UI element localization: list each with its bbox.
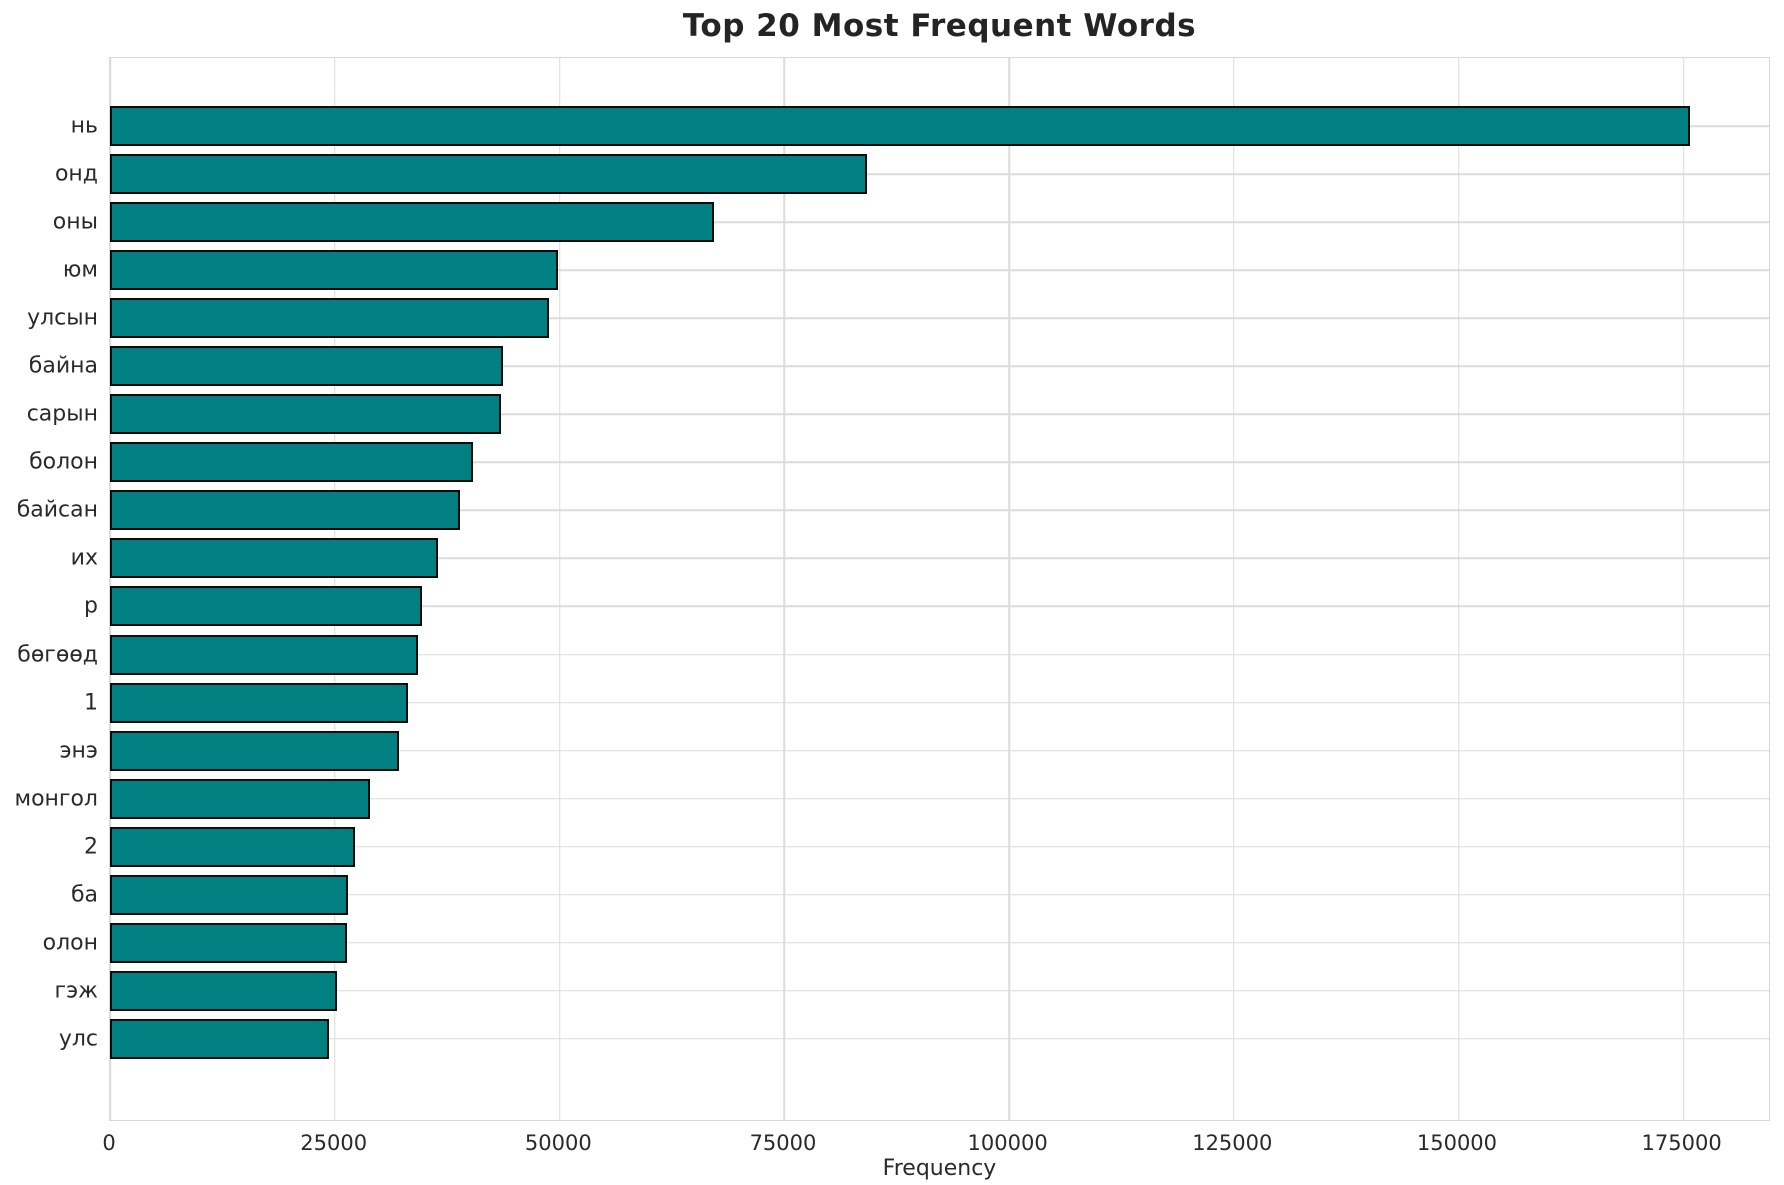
horizontal-gridline [110,413,1769,416]
vertical-gridline [1233,58,1235,1120]
bar-row: юм [63,246,1769,294]
bar [110,778,370,819]
bar-row: байсан [17,486,1769,534]
bar-row: их [71,534,1769,582]
y-tick-label: энэ [59,738,98,764]
bar-row: 2 [84,823,1769,871]
bar [110,874,349,915]
y-tick-label: ба [70,882,98,908]
bar-row: сарын [27,390,1769,438]
bar [110,826,355,867]
y-tick-label: их [70,545,98,571]
bar-row: улсын [27,294,1769,342]
horizontal-gridline [110,990,1769,992]
x-tick-label: 125000 [1192,1131,1273,1155]
x-tick-label: 175000 [1641,1131,1722,1155]
x-tick-label: 100000 [967,1131,1048,1155]
bar [110,346,503,387]
y-tick-label: улсын [27,305,98,331]
bar-row: монгол [14,775,1769,823]
bar [110,730,399,771]
bar [110,586,423,627]
horizontal-gridline [110,894,1769,896]
x-axis-label: Frequency [882,1156,997,1181]
bar-row: гэж [55,967,1769,1015]
x-tick-label: 75000 [749,1131,817,1155]
y-tick-label: 1 [84,690,98,716]
y-tick-label: байсан [16,497,98,523]
y-tick-label: юм [62,257,98,283]
horizontal-gridline [110,749,1769,752]
vertical-gridline [1458,58,1460,1120]
bar [110,682,408,723]
horizontal-gridline [110,942,1769,944]
horizontal-gridline [110,365,1769,367]
horizontal-gridline [110,317,1769,319]
horizontal-gridline [110,173,1769,175]
bar-row: олон [43,919,1769,967]
bar [110,970,338,1011]
y-tick-label: сарын [26,401,98,427]
horizontal-gridline [110,845,1769,848]
y-tick-label: улс [58,1026,98,1052]
y-tick-label: бөгөөд [17,642,98,668]
horizontal-gridline [110,461,1769,464]
bar [110,106,1690,147]
horizontal-gridline [110,221,1769,223]
y-tick-label: р [84,593,98,619]
y-tick-label: оны [52,209,98,235]
bar-row: 1 [84,679,1769,727]
x-tick-label: 25000 [300,1131,368,1155]
plot-area: нь онд оны юм улсын байна сарын болон байсан их р б… [14,57,1770,1121]
horizontal-gridline [110,269,1769,271]
x-tick-label: 0 [102,1131,116,1155]
x-tick-label: 50000 [524,1131,592,1155]
bar [110,1018,330,1059]
chart-title: Top 20 Most Frequent Words [682,8,1197,44]
bar [110,202,715,243]
bar-row: байна [29,342,1769,390]
y-tick-label: байна [28,353,98,379]
bar-row: болон [29,438,1769,486]
bar-row: улс [59,1015,1769,1063]
bar [110,394,502,435]
bar [110,442,474,483]
vertical-gridline [783,58,786,1120]
bar-row: онд [55,150,1769,198]
horizontal-gridline [110,797,1769,800]
bar [110,298,549,339]
bar [110,634,419,675]
vertical-gridline [1682,58,1685,1120]
bar-row: р [84,582,1769,630]
bar-row: ба [71,871,1769,919]
y-tick-label: гэж [54,978,98,1004]
bar [110,250,558,291]
y-tick-label: 2 [84,834,98,860]
vertical-gridline [1008,58,1010,1120]
bar [110,922,348,963]
vertical-gridline [558,58,561,1120]
bar-row: энэ [59,727,1769,775]
bar-rows: нь онд оны юм улсын байна сарын болон байсан их р б… [14,102,1769,1063]
horizontal-gridline [110,701,1769,704]
y-tick-label: монгол [14,786,98,812]
horizontal-gridline [110,605,1769,608]
y-tick-label: онд [54,161,98,187]
y-tick-label: олон [42,930,98,956]
bar-row: бөгөөд [17,631,1769,679]
x-tick-label: 150000 [1416,1131,1498,1155]
horizontal-gridline [110,1038,1769,1040]
horizontal-gridline [110,653,1769,656]
bar [110,490,460,531]
bar-row: оны [53,198,1769,246]
horizontal-gridline [110,509,1769,512]
y-tick-label: болон [29,449,98,475]
y-tick-label: нь [70,113,98,139]
horizontal-gridline [110,557,1769,560]
bar-row: нь [71,102,1769,150]
bar [110,154,868,195]
bar [110,538,439,579]
